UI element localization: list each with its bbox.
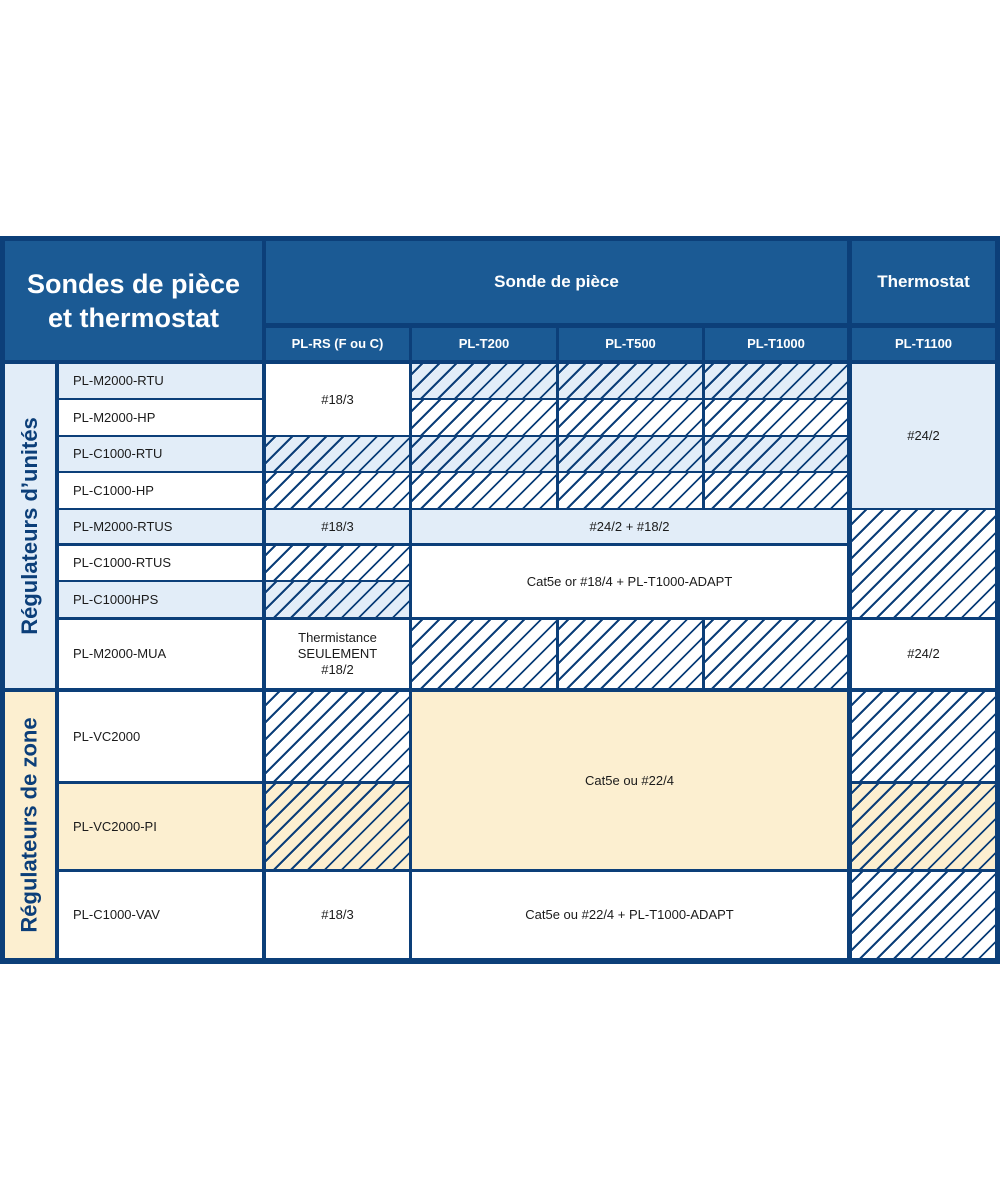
hatched-incompatible-cell [852, 784, 995, 869]
hatched-incompatible-cell [559, 437, 702, 471]
hatched-incompatible-cell [705, 400, 847, 435]
hatched-incompatible-cell [266, 546, 409, 580]
row-label: PL-VC2000-PI [59, 784, 262, 869]
section-label-zone: Régulateurs de zone [5, 692, 55, 958]
hatched-incompatible-cell [852, 872, 995, 958]
hatched-incompatible-cell [412, 437, 556, 471]
row-label: PL-C1000HPS [59, 582, 262, 617]
section-label-unit: Régulateurs d’unités [5, 364, 55, 688]
row-label: PL-VC2000 [59, 692, 262, 781]
hatched-incompatible-cell [705, 364, 847, 398]
group-header-thermostat: Thermostat [852, 241, 995, 323]
hatched-incompatible-cell [705, 473, 847, 508]
table-title: Sondes de pièce et thermostat [5, 241, 262, 360]
hatched-incompatible-cell [559, 473, 702, 508]
wiring-cell: #24/2 [852, 364, 995, 508]
row-label: PL-C1000-RTUS [59, 546, 262, 580]
section-label-unit-text: Régulateurs d’unités [17, 417, 42, 635]
hatched-incompatible-cell [705, 620, 847, 688]
group-header-room-sensor: Sonde de pièce [266, 241, 847, 323]
column-header: PL-T200 [412, 328, 556, 360]
hatched-incompatible-cell [266, 437, 409, 471]
compatibility-table: Sondes de pièce et thermostat Sonde de piè… [0, 236, 1000, 964]
row-label: PL-M2000-MUA [59, 620, 262, 688]
hatched-incompatible-cell [412, 400, 556, 435]
row-label: PL-M2000-RTU [59, 364, 262, 398]
wiring-cell: Thermistance SEULEMENT #18/2 [266, 620, 409, 688]
wiring-cell: #24/2 + #18/2 [412, 510, 847, 543]
table-title-line: Sondes de pièce [26, 268, 241, 299]
hatched-incompatible-cell [559, 364, 702, 398]
wiring-cell: Cat5e or #18/4 + PL-T1000-ADAPT [412, 546, 847, 617]
wiring-cell: #18/3 [266, 364, 409, 435]
hatched-incompatible-cell [266, 784, 409, 869]
column-header: PL-T1100 [852, 328, 995, 360]
hatched-incompatible-cell [266, 692, 409, 781]
row-label: PL-C1000-VAV [59, 872, 262, 958]
hatched-incompatible-cell [559, 620, 702, 688]
wiring-cell: #18/3 [266, 510, 409, 543]
hatched-incompatible-cell [266, 582, 409, 617]
row-label: PL-C1000-RTU [59, 437, 262, 471]
table-title-line: et thermostat [47, 302, 220, 333]
column-header: PL-T500 [559, 328, 702, 360]
hatched-incompatible-cell [266, 473, 409, 508]
row-label: PL-M2000-RTUS [59, 510, 262, 543]
hatched-incompatible-cell [412, 364, 556, 398]
hatched-incompatible-cell [852, 510, 995, 617]
wiring-cell: Cat5e ou #22/4 + PL-T1000-ADAPT [412, 872, 847, 958]
hatched-incompatible-cell [412, 473, 556, 508]
hatched-incompatible-cell [852, 692, 995, 781]
row-label: PL-C1000-HP [59, 473, 262, 508]
hatched-incompatible-cell [412, 620, 556, 688]
section-label-zone-text: Régulateurs de zone [17, 717, 42, 933]
column-header: PL-T1000 [705, 328, 847, 360]
hatched-incompatible-cell [705, 437, 847, 471]
column-header: PL-RS (F ou C) [266, 328, 409, 360]
row-label: PL-M2000-HP [59, 400, 262, 435]
wiring-cell: #24/2 [852, 620, 995, 688]
wiring-cell: Cat5e ou #22/4 [412, 692, 847, 869]
wiring-cell: #18/3 [266, 872, 409, 958]
hatched-incompatible-cell [559, 400, 702, 435]
